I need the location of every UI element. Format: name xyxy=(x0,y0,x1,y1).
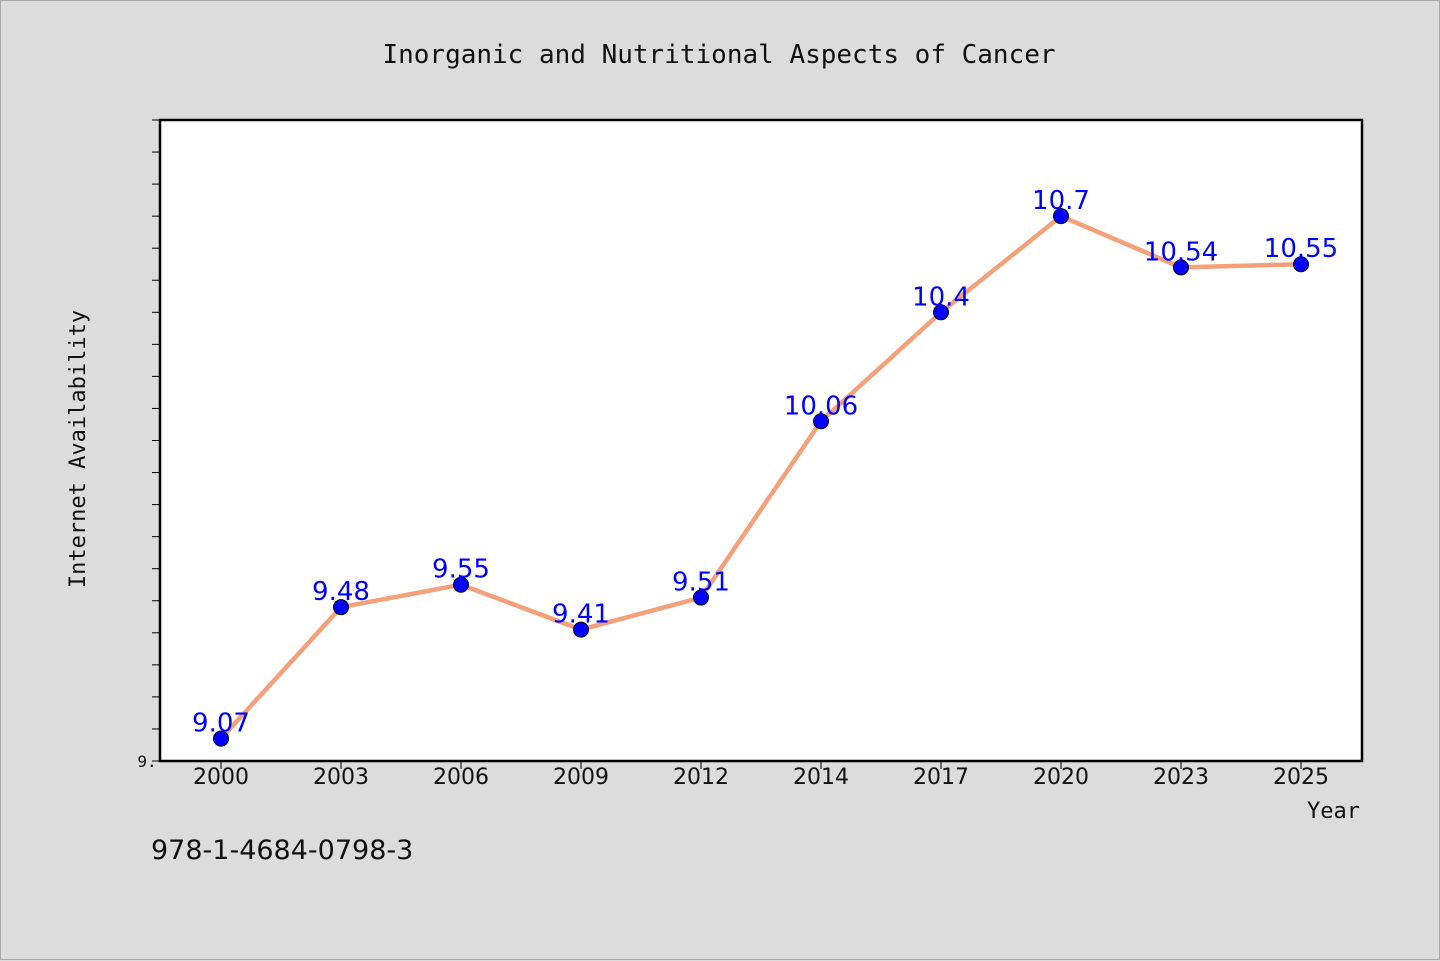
data-labels: 9.07 9.48 9.55 9.41 9.51 10.06 10.4 10.7 10.54 10… xyxy=(192,186,1338,738)
data-point-marker xyxy=(333,599,349,616)
x-tick-label: 2023 xyxy=(1153,765,1209,790)
plot-area xyxy=(158,118,1364,763)
x-axis: 2000 2003 2006 2009 2012 2014 2017 2020 2023 2025 xyxy=(193,761,1329,790)
y-axis-label: Internet Availability xyxy=(66,310,91,588)
x-tick-label: 2014 xyxy=(793,765,849,790)
data-label: 10.7 xyxy=(1032,186,1090,216)
data-point-marker xyxy=(933,304,949,321)
x-tick-label: 2012 xyxy=(673,765,729,790)
data-label: 9.48 xyxy=(312,577,370,607)
data-label: 9.41 xyxy=(552,600,610,630)
x-tick-label: 2020 xyxy=(1033,765,1089,790)
data-point-marker xyxy=(1053,208,1069,225)
data-markers xyxy=(213,208,1309,747)
data-point-marker xyxy=(813,413,829,430)
data-point-marker xyxy=(453,576,469,593)
data-label: 10.4 xyxy=(912,282,970,312)
y-axis-ticks xyxy=(152,119,160,762)
x-tick-label: 2003 xyxy=(313,765,369,790)
x-axis-label: Year xyxy=(1307,799,1360,824)
data-label: 9.07 xyxy=(192,709,250,739)
x-tick-label: 2025 xyxy=(1273,765,1329,790)
data-label: 9.55 xyxy=(432,555,490,585)
data-point-marker xyxy=(213,730,229,747)
chart-title: Inorganic and Nutritional Aspects of Can… xyxy=(382,40,1055,70)
data-point-marker xyxy=(1173,259,1189,276)
data-point-marker xyxy=(1293,256,1309,273)
data-label: 10.55 xyxy=(1264,234,1338,264)
series-line xyxy=(219,213,1302,741)
x-tick-label: 2009 xyxy=(553,765,609,790)
y-tick-label: 9. xyxy=(137,752,156,771)
x-tick-label: 2017 xyxy=(913,765,969,790)
data-label: 10.06 xyxy=(784,391,858,421)
x-tick-label: 2000 xyxy=(193,765,249,790)
data-point-marker xyxy=(693,589,709,606)
data-label: 10.54 xyxy=(1144,237,1218,267)
isbn-text: 978-1-4684-0798-3 xyxy=(151,835,414,866)
data-label: 9.51 xyxy=(672,568,730,598)
x-tick-label: 2006 xyxy=(433,765,489,790)
data-point-marker xyxy=(573,621,589,638)
